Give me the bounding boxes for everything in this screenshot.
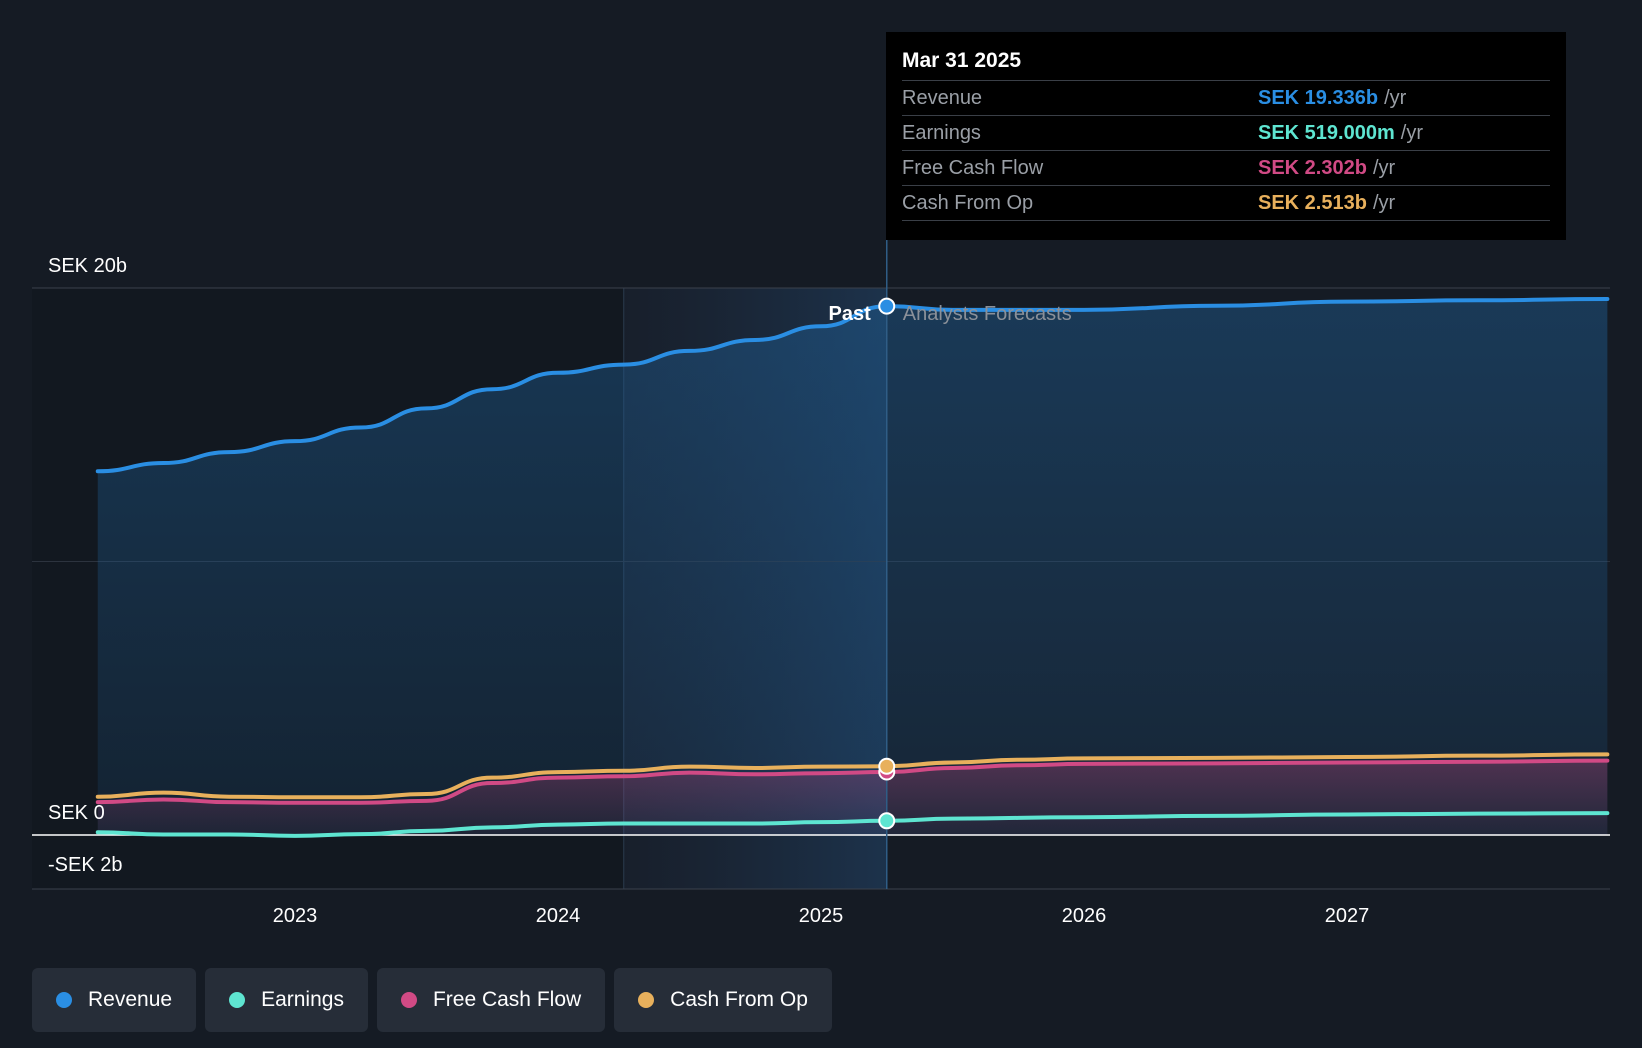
forecast-label: Analysts Forecasts <box>903 303 1072 325</box>
tooltip-series-value: SEK 2.302b <box>1258 156 1367 179</box>
legend-item-free-cash-flow[interactable]: Free Cash Flow <box>376 968 606 1032</box>
legend-label: Revenue <box>88 988 173 1011</box>
tooltip-series-unit: /yr <box>1400 121 1423 144</box>
marker-revenue <box>878 297 896 315</box>
x-tick-label: 2024 <box>536 905 581 927</box>
legend-dot-icon <box>638 992 655 1008</box>
tooltip-date: Mar 31 2025 <box>902 49 1022 72</box>
series-area-revenue <box>97 298 1608 835</box>
marker-earnings <box>878 812 896 830</box>
y-tick-label: SEK 20b <box>48 255 127 277</box>
tooltip-series-name: Earnings <box>902 121 981 144</box>
legend-dot-icon <box>229 992 246 1008</box>
series-line-earnings <box>95 811 1610 838</box>
series-line-revenue <box>95 296 1610 474</box>
tooltip-series-value: SEK 19.336b <box>1258 86 1379 109</box>
tooltip-series-value: SEK 519.000m <box>1258 121 1395 144</box>
tooltip-row-cash-from-op: Cash From Op SEK 2.513b /yr <box>902 185 1550 221</box>
legend-label: Earnings <box>261 988 344 1011</box>
tooltip-series-unit: /yr <box>1372 156 1396 179</box>
tooltip-series-name: Free Cash Flow <box>902 156 1044 179</box>
legend-item-earnings[interactable]: Earnings <box>205 968 368 1032</box>
tooltip-row-free-cash-flow: Free Cash Flow SEK 2.302b /yr <box>902 150 1550 185</box>
x-tick-label: 2023 <box>273 905 318 927</box>
series-line-free-cash-flow <box>95 758 1610 805</box>
past-label: Past <box>829 303 872 325</box>
marker-cash-from-op <box>878 757 896 775</box>
tooltip: Mar 31 2025 Revenue SEK 19.336b /yr Earn… <box>886 32 1566 240</box>
tooltip-row-revenue: Revenue SEK 19.336b /yr <box>902 80 1550 115</box>
legend-label: Free Cash Flow <box>432 988 582 1011</box>
y-tick-label: -SEK 2b <box>48 854 122 876</box>
tooltip-series-unit: /yr <box>1384 86 1407 109</box>
x-tick-label: 2027 <box>1325 905 1370 927</box>
series-line-cash-from-op <box>95 752 1610 800</box>
legend-label: Cash From Op <box>670 988 808 1011</box>
legend-item-revenue[interactable]: Revenue <box>32 968 197 1032</box>
legend-dot-icon <box>400 992 417 1008</box>
x-tick-label: 2025 <box>799 905 844 927</box>
tooltip-series-name: Cash From Op <box>902 191 1034 214</box>
legend-item-cash-from-op[interactable]: Cash From Op <box>614 968 832 1032</box>
legend: Revenue Earnings Free Cash Flow Cash Fro… <box>32 968 832 1032</box>
y-tick-label: SEK 0 <box>48 802 105 824</box>
tooltip-series-unit: /yr <box>1372 191 1396 214</box>
legend-dot-icon <box>56 992 72 1008</box>
x-tick-label: 2026 <box>1062 905 1107 927</box>
tooltip-series-name: Revenue <box>902 86 983 109</box>
tooltip-series-value: SEK 2.513b <box>1258 191 1367 214</box>
tooltip-row-earnings: Earnings SEK 519.000m /yr <box>902 115 1550 150</box>
